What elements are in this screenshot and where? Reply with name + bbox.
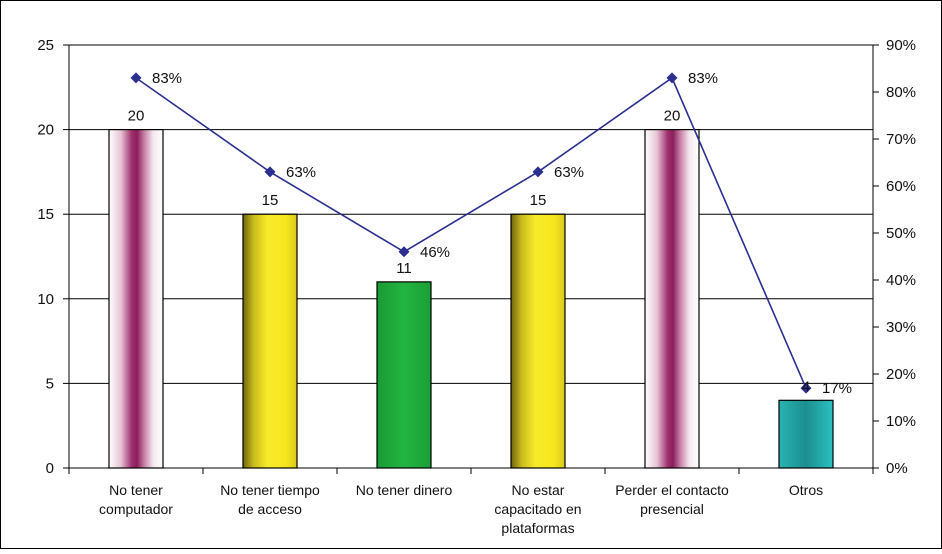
line-value-label: 63% (554, 164, 584, 181)
category-label: No tener computador (99, 482, 173, 517)
line-value-label: 17% (822, 380, 852, 397)
bar-value-label: 15 (262, 192, 279, 209)
right-tick-label: 0% (886, 460, 908, 477)
bar-series (108, 129, 834, 469)
bar-value-label: 20 (128, 108, 145, 125)
line-value-label: 83% (688, 70, 718, 87)
line-marker (264, 166, 276, 178)
right-tick-label: 30% (886, 319, 916, 336)
right-tick-label: 50% (886, 225, 916, 242)
bar-value-label: 15 (530, 192, 547, 209)
right-tick-label: 60% (886, 178, 916, 195)
left-tick-label: 0 (46, 460, 54, 477)
bar (242, 213, 298, 469)
left-tick-label: 5 (46, 375, 54, 392)
line-value-label: 83% (152, 70, 182, 87)
category-label: No estar capacitado en plataformas (494, 482, 581, 536)
category-label: No tener tiempo de acceso (220, 482, 320, 517)
right-tick-label: 40% (886, 272, 916, 289)
left-tick-label: 15 (37, 206, 54, 223)
bar (778, 399, 834, 469)
right-tick-label: 90% (886, 37, 916, 54)
gridlines (69, 44, 873, 384)
plot-area (69, 45, 873, 468)
line-value-label: 46% (420, 244, 450, 261)
left-tick-label: 25 (37, 37, 54, 54)
line-value-label: 63% (286, 164, 316, 181)
line-marker (666, 72, 678, 84)
data-labels: 20 15 11 15 20 4 83% 63% 46% 63% 83% 17% (128, 70, 852, 397)
right-tick-label: 20% (886, 366, 916, 383)
left-tick-label: 10 (37, 291, 54, 308)
right-tick-label: 10% (886, 413, 916, 430)
bar-value-label: 4 (802, 378, 810, 395)
line-path (135, 76, 807, 389)
category-label: No tener dinero (356, 482, 453, 498)
bar (644, 129, 700, 469)
left-tick-label: 20 (37, 122, 54, 139)
bar-value-label: 20 (664, 108, 681, 125)
bar-value-label: 11 (396, 260, 412, 277)
right-tick-label: 80% (886, 84, 916, 101)
axes: 0 5 10 15 20 25 0% 10% 20% 30% 40% 50% 60% 70% 80% 90% N… (37, 37, 916, 536)
category-label: Otros (789, 482, 823, 498)
bar (510, 213, 566, 469)
line-marker (398, 246, 410, 258)
line-marker (532, 166, 544, 178)
line-marker (800, 382, 812, 394)
bar (376, 281, 432, 469)
line-marker (130, 72, 142, 84)
bar (108, 129, 164, 469)
right-tick-label: 70% (886, 131, 916, 148)
line-series (130, 72, 812, 394)
category-label: Perder el contacto presencial (615, 482, 729, 517)
